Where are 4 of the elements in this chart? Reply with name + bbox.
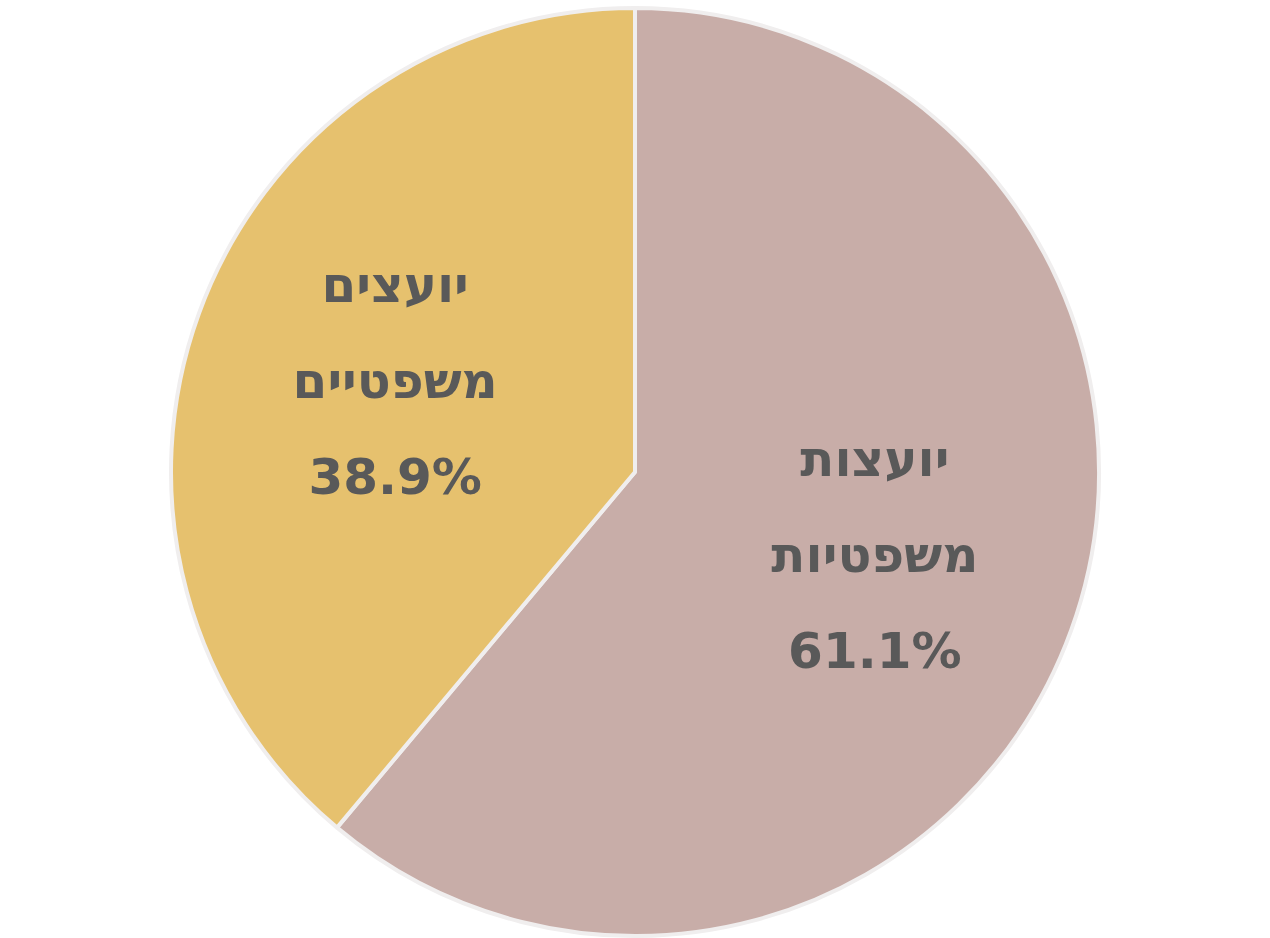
data-label: 61.1%: [788, 622, 962, 681]
slice-label: יועצים משפטיים: [292, 255, 498, 410]
data-label: 38.9%: [308, 447, 482, 506]
slice-label: יועצות משפטיות: [771, 430, 979, 585]
